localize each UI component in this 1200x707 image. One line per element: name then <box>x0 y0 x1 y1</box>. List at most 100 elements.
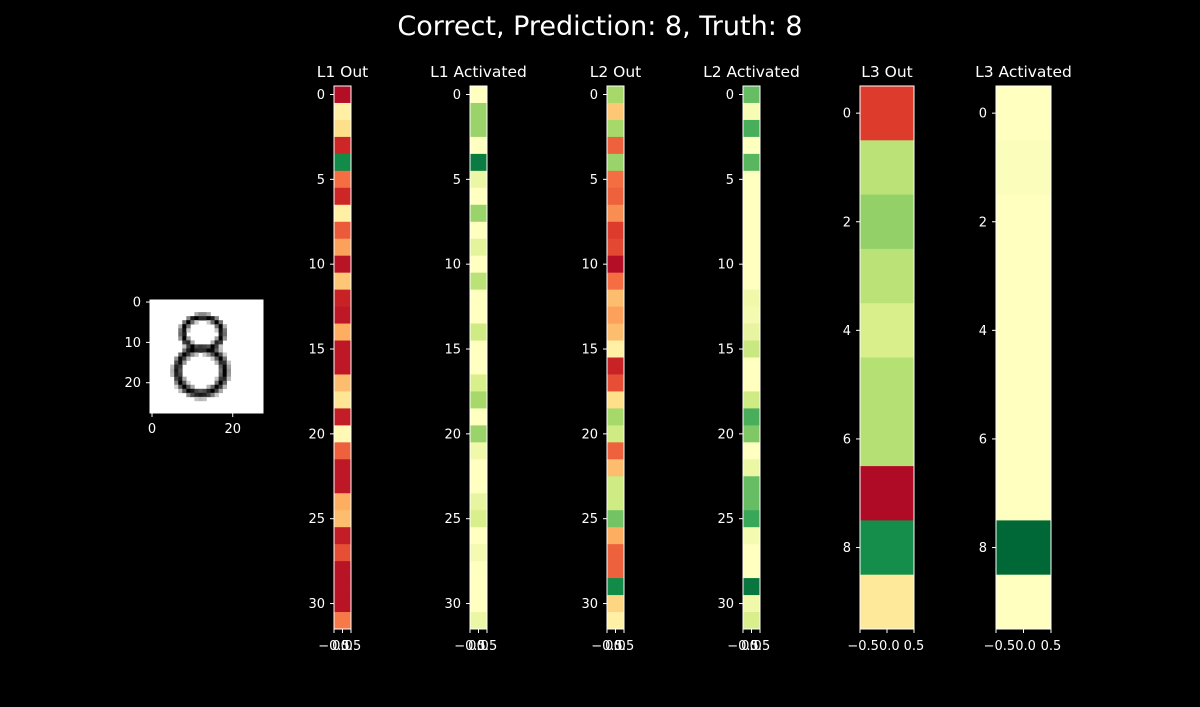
input-pixel <box>210 388 215 394</box>
input-pixel <box>174 376 179 382</box>
input-pixel <box>194 392 199 398</box>
l2-out-cell <box>607 391 624 409</box>
input-pixel <box>186 348 191 353</box>
l2-out-title: L2 Out <box>590 63 642 81</box>
input-pixel <box>182 360 187 365</box>
l2-out-cell <box>607 357 624 375</box>
input-pixel <box>174 384 179 390</box>
input-pixel <box>222 324 227 329</box>
l1-out-cell <box>334 510 351 528</box>
l2-out-cell <box>607 221 624 240</box>
input-pixel <box>226 360 232 365</box>
input-x-tick-label: 20 <box>224 422 241 437</box>
l2-out-x-tick-label: 0.5 <box>614 639 635 654</box>
input-pixel <box>214 388 219 394</box>
l1-activated-cell <box>470 595 487 613</box>
l3-activated-cell <box>996 357 1051 413</box>
input-pixel <box>202 388 207 394</box>
input-pixel <box>194 348 199 353</box>
l2-activated-title: L2 Activated <box>703 63 800 81</box>
input-pixel <box>186 384 191 390</box>
l1-activated-cell <box>470 544 487 562</box>
l2-out-cell <box>607 442 624 460</box>
l1-out-cell <box>334 408 351 426</box>
l1-activated-y-tick-label: 25 <box>444 512 461 527</box>
l1-out-cell <box>334 459 351 477</box>
input-pixel <box>174 364 179 369</box>
input-pixel <box>210 384 215 390</box>
l3-activated-y-tick-label: 2 <box>979 215 987 230</box>
l2-activated-y-tick-label: 5 <box>726 173 734 188</box>
l2-activated-cell <box>743 272 760 291</box>
input-pixel <box>206 352 211 357</box>
input-pixel <box>214 360 219 365</box>
input-pixel <box>214 320 219 325</box>
input-pixel <box>182 388 187 394</box>
l1-out-cell <box>334 323 351 341</box>
l3-out-cell <box>860 248 914 304</box>
l2-out-x-tick-label: 0.0 <box>605 639 626 654</box>
l1-activated-cell <box>470 459 487 477</box>
l1-out-cell <box>334 306 351 324</box>
input-pixel <box>214 352 219 357</box>
l1-activated-y-tick-label: 15 <box>444 343 461 358</box>
l2-activated-cell <box>743 340 760 358</box>
l2-activated-cell <box>743 221 760 240</box>
l1-activated-cell <box>470 255 487 274</box>
l2-out-cell <box>607 272 624 291</box>
input-pixel <box>218 384 223 390</box>
input-pixel <box>186 328 191 333</box>
l2-out-cell <box>607 578 624 596</box>
input-pixel <box>206 312 211 317</box>
l2-out-cell <box>607 374 624 392</box>
l2-activated-cell <box>743 323 760 341</box>
l1-out-y-tick-label: 0 <box>317 88 325 103</box>
l2-out-cell <box>607 255 624 274</box>
l3-activated-cell <box>996 194 1051 250</box>
input-pixel <box>218 376 223 382</box>
l1-activated-cell <box>470 153 487 172</box>
l1-out-x-tick-label: 0.5 <box>341 639 362 654</box>
l1-out-cell <box>334 612 351 630</box>
l2-out-cell <box>607 425 624 443</box>
l1-out-cell <box>334 374 351 392</box>
input-pixel <box>182 320 187 325</box>
l3-out-cell <box>860 466 914 521</box>
input-pixel <box>222 332 227 337</box>
l3-activated-x-tick-label: 0.5 <box>1041 639 1062 654</box>
input-pixel <box>202 344 207 349</box>
l2-activated-y-tick-label: 15 <box>717 343 734 358</box>
input-pixel <box>214 340 219 345</box>
l2-activated-x-tick-label: 0.5 <box>750 639 771 654</box>
l1-out-x-tick-label: −0.5 <box>318 639 350 654</box>
input-pixel <box>218 336 223 341</box>
input-pixel <box>218 380 223 386</box>
input-pixel <box>194 320 199 325</box>
l1-out-y-tick-label: 25 <box>308 512 325 527</box>
l1-out-title: L1 Out <box>317 63 369 81</box>
input-pixel <box>190 316 195 321</box>
input-pixel <box>198 312 203 317</box>
l2-activated-cell <box>743 578 760 596</box>
input-y-tick-label: 10 <box>124 336 141 351</box>
input-pixel <box>182 336 187 341</box>
l1-out-cell <box>334 527 351 545</box>
l2-out-cell <box>607 544 624 562</box>
l2-out-cell <box>607 204 624 223</box>
l1-out-x-tick-label: 0.0 <box>332 639 353 654</box>
input-pixel <box>206 392 211 398</box>
input-pixel <box>194 388 199 394</box>
input-pixel <box>218 344 223 349</box>
l1-out-cell <box>334 493 351 511</box>
input-pixel <box>218 356 223 361</box>
l1-activated-cell <box>470 238 487 257</box>
l2-activated-x-tick-label: 0.0 <box>741 639 762 654</box>
l1-activated-cell <box>470 289 487 307</box>
input-pixel <box>206 388 211 394</box>
l3-activated-cell <box>996 140 1051 195</box>
input-pixel <box>186 392 191 398</box>
l2-out-cell <box>607 238 624 257</box>
input-pixel <box>182 384 187 390</box>
l2-activated-cell <box>743 306 760 324</box>
